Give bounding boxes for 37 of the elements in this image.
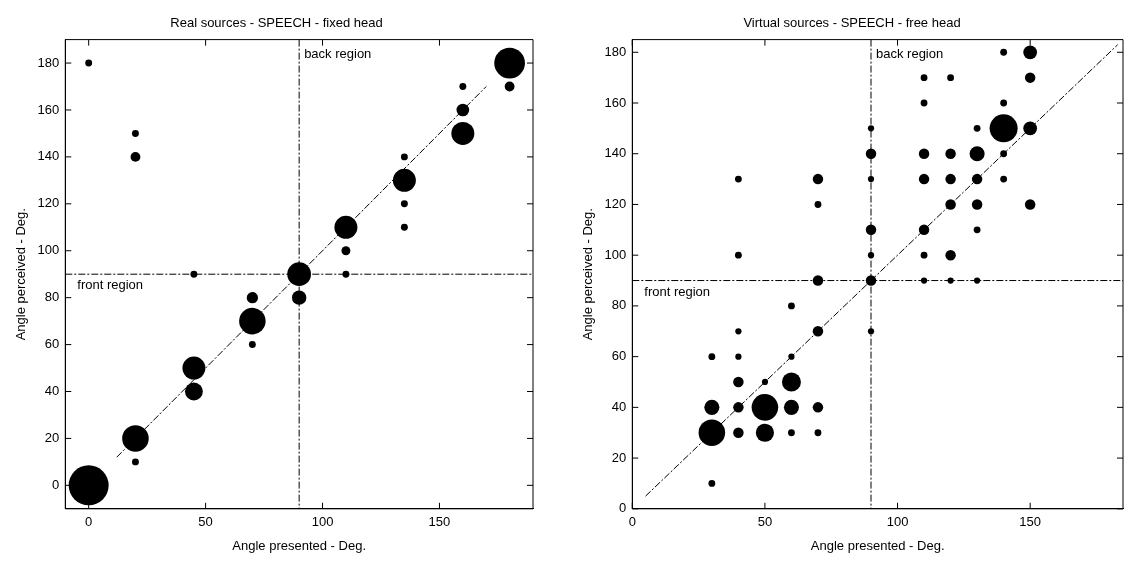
chart-title: Real sources - SPEECH - fixed head <box>170 15 383 31</box>
chart-title: Virtual sources - SPEECH - free head <box>743 15 961 31</box>
y-tick-label: 60 <box>611 348 627 364</box>
y-tick-label: 140 <box>604 145 627 161</box>
annotation: front region <box>77 277 144 293</box>
y-tick-label: 40 <box>611 398 627 414</box>
x-tick-label: 150 <box>428 514 451 530</box>
x-tick-label: 50 <box>198 514 213 530</box>
y-tick-label: 120 <box>37 195 60 211</box>
y-tick-label: 140 <box>37 148 60 164</box>
y-tick-label: 180 <box>37 54 60 70</box>
y-tick-label: 20 <box>611 449 627 465</box>
y-tick-label: 160 <box>37 101 60 117</box>
x-tick-label: 50 <box>757 514 773 530</box>
y-tick-label: 0 <box>619 500 627 516</box>
y-tick-label: 160 <box>604 94 627 110</box>
y-tick-label: 80 <box>611 297 627 313</box>
x-axis-title: Angle presented - Deg. <box>232 537 366 553</box>
y-tick-label: 120 <box>604 196 627 212</box>
y-axis-title: Angle perceived - Deg. <box>13 208 29 341</box>
y-tick-label: 0 <box>52 476 60 492</box>
annotation: back region <box>304 45 372 61</box>
x-tick-label: 0 <box>85 514 93 530</box>
x-tick-label: 100 <box>311 514 334 530</box>
y-tick-label: 40 <box>44 383 60 399</box>
y-tick-label: 100 <box>604 246 627 262</box>
y-tick-label: 100 <box>37 242 60 258</box>
y-axis-title: Angle perceived - Deg. <box>580 208 596 341</box>
y-tick-label: 180 <box>604 43 627 59</box>
x-axis-title: Angle presented - Deg. <box>810 537 945 553</box>
annotation: back region <box>876 45 944 61</box>
y-tick-label: 20 <box>44 430 60 445</box>
x-tick-label: 100 <box>886 514 909 530</box>
x-tick-label: 150 <box>1019 514 1042 530</box>
y-tick-label: 80 <box>44 289 60 305</box>
y-tick-label: 60 <box>44 336 60 352</box>
annotation: front region <box>644 283 711 299</box>
